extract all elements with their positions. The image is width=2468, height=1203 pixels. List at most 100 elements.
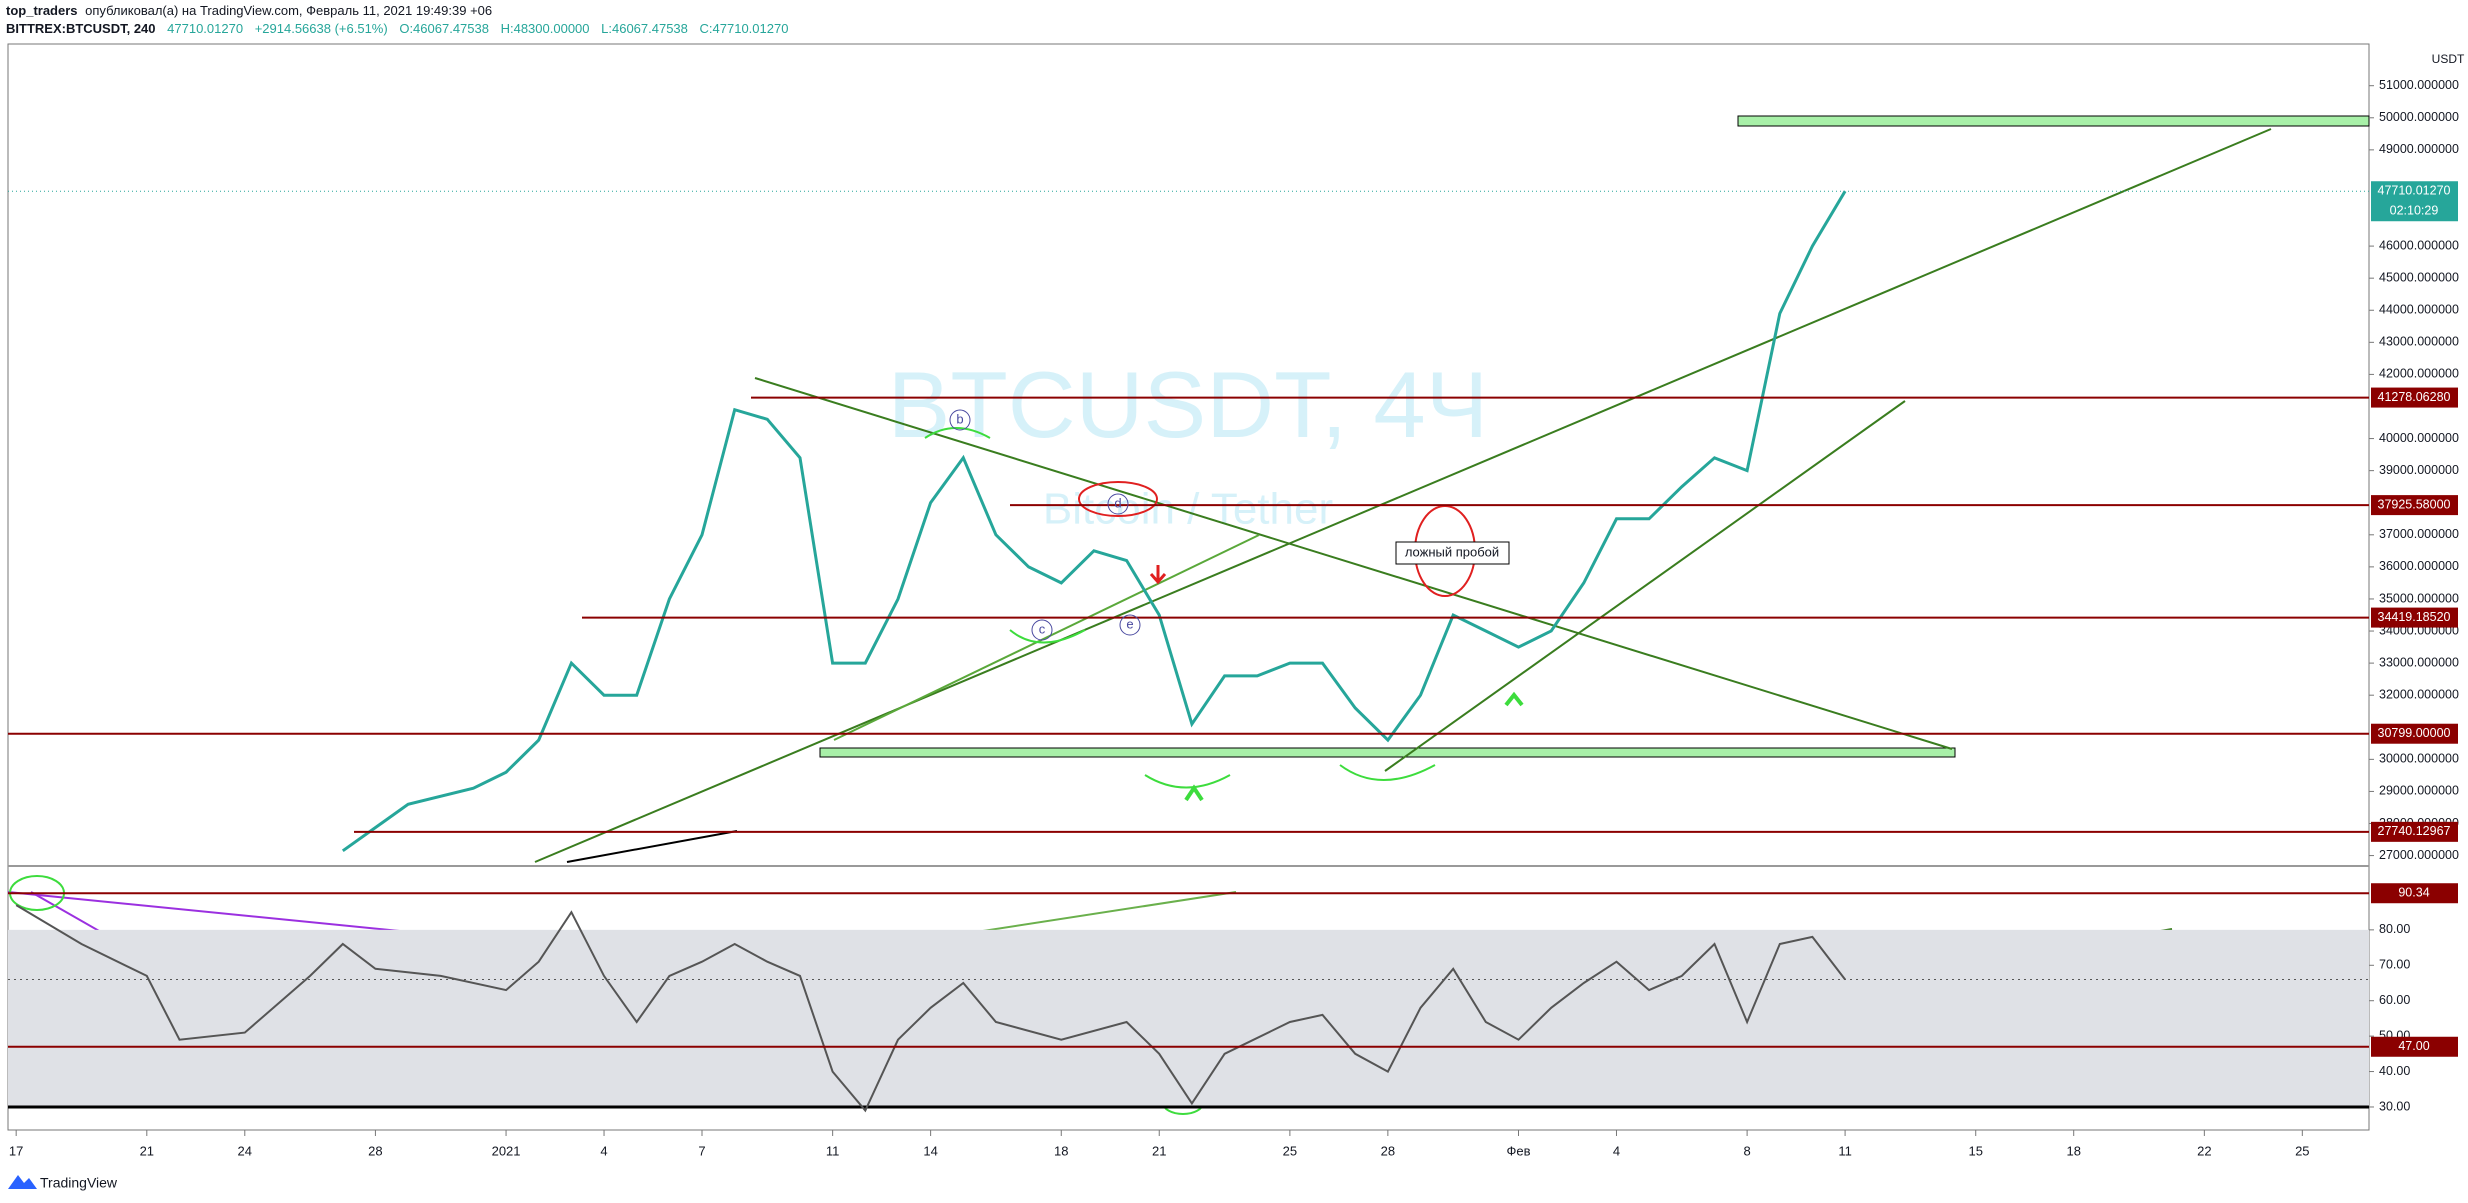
frame: [7, 43, 2370, 1131]
level-tag: [2371, 387, 2458, 408]
y-tick-label: 33000.000000: [2379, 655, 2459, 669]
marker-arc: [1009, 629, 1086, 644]
pane: [8, 904, 2369, 1113]
x-tick-label: 28: [1381, 1143, 1395, 1158]
x-tick-label: 2021: [492, 1143, 521, 1158]
wave-label: d: [1114, 495, 1121, 510]
x-tick-label: 22: [2197, 1143, 2211, 1158]
y-tick-label: 60.00: [2379, 993, 2410, 1007]
series-line: [15, 904, 1846, 1113]
x-tick-label: 7: [698, 1143, 705, 1158]
level-tag: [2371, 607, 2458, 628]
wave-label: c: [1039, 621, 1046, 636]
x-tick-label: 11: [826, 1143, 840, 1158]
x-tick-label: 21: [1152, 1143, 1166, 1158]
y-tick-label: 70.00: [2379, 958, 2410, 972]
annotation-box: [1395, 541, 1510, 565]
level-tag: [2371, 723, 2458, 744]
x-tick-label: 4: [1613, 1143, 1620, 1158]
level-tag-label: 34419.18520: [2378, 610, 2451, 624]
wave-circle: [1107, 493, 1129, 515]
author: top_traders: [6, 3, 78, 18]
level-tag: [2371, 495, 2458, 516]
y-tick-label: 45000.000000: [2379, 270, 2459, 284]
x-tick-label: 28: [368, 1143, 382, 1158]
level-tag: [2371, 883, 2458, 904]
y-tick-label: 36000.000000: [2379, 559, 2459, 573]
trend-line: [754, 377, 1953, 750]
x-tick-label: 14: [923, 1143, 937, 1158]
y-tick-label: 80.00: [2379, 922, 2410, 936]
y-tick-label: 37000.000000: [2379, 527, 2459, 541]
x-tick-label: 11: [1838, 1143, 1852, 1158]
y-tick-label: 51000.000000: [2379, 78, 2459, 92]
y-tick-label: 27000.000000: [2379, 848, 2459, 862]
y-tick-label: 35000.000000: [2379, 591, 2459, 605]
y-tick-label: 30.00: [2379, 1099, 2410, 1113]
x-tick-label: 15: [1968, 1143, 1982, 1158]
pane: [341, 190, 1847, 853]
x-tick-label: 18: [1054, 1143, 1068, 1158]
x-tick-label: 18: [2066, 1143, 2080, 1158]
y-tick-label: 39000.000000: [2379, 463, 2459, 477]
level-tag-label: 41278.06280: [2378, 390, 2451, 404]
last-price-tag: [2371, 181, 2458, 222]
legend-high: H:48300.00000: [501, 21, 590, 36]
level-tag: [2371, 1036, 2458, 1057]
marker-arc: [924, 427, 991, 439]
y-tick-label: 30000.000000: [2379, 752, 2459, 766]
level-tag-label: 27740.12967: [2378, 824, 2451, 838]
trend-line: [566, 830, 738, 863]
rsi-band: [8, 929, 2369, 1107]
header: top_traders опубликовал(а) на TradingVie…: [6, 3, 492, 18]
level-tag-label: 30799.00000: [2378, 726, 2451, 740]
zone: [819, 747, 1956, 758]
marker-circle: [1078, 481, 1158, 517]
marker-arrow: [1149, 565, 1167, 585]
y-tick-label: 50000.000000: [2379, 110, 2459, 124]
marker-caret: [1184, 784, 1204, 802]
legend-low: L:46067.47538: [601, 21, 688, 36]
wave-label: e: [1126, 616, 1133, 631]
watermark-title: BTCUSDT, 4Ч: [888, 352, 1489, 457]
legend: BITTREX:BTCUSDT, 240 47710.01270 +2914.5…: [6, 21, 788, 36]
y-tick-label: 42000.000000: [2379, 367, 2459, 381]
x-tick-label: 17: [9, 1143, 23, 1158]
series-line: [341, 190, 1847, 853]
x-tick-label: 8: [1743, 1143, 1750, 1158]
watermark-subtitle: Bitcoin / Tether: [1043, 485, 1333, 534]
y-tick-label: 40.00: [2379, 1064, 2410, 1078]
y-tick-label: 49000.000000: [2379, 142, 2459, 156]
legend-change: +2914.56638 (+6.51%): [255, 21, 388, 36]
y-tick-label: 43000.000000: [2379, 335, 2459, 349]
x-tick-label: 25: [1283, 1143, 1297, 1158]
wave-circle: [1031, 619, 1053, 641]
level-tag-label: 90.34: [2398, 886, 2429, 900]
x-tick-label: 25: [2295, 1143, 2309, 1158]
unit-label: USDT: [2432, 52, 2465, 66]
level-tag-label: 47.00: [2398, 1039, 2429, 1053]
legend-open: O:46067.47538: [399, 21, 489, 36]
y-tick-label: 29000.000000: [2379, 784, 2459, 798]
published: опубликовал(а) на TradingView.com, Февра…: [85, 3, 492, 18]
y-tick-label: 46000.000000: [2379, 238, 2459, 252]
x-tick-label: Фев: [1506, 1143, 1530, 1158]
y-tick-label: 40000.000000: [2379, 431, 2459, 445]
x-tick-label: 21: [140, 1143, 154, 1158]
marker-arc: [1339, 764, 1436, 781]
level-tag: [2371, 821, 2458, 842]
trend-line: [534, 128, 2272, 863]
legend-last: 47710.01270: [167, 21, 243, 36]
x-tick-label: 24: [238, 1143, 252, 1158]
wave-circle: [1119, 614, 1141, 636]
trend-line: [833, 534, 1260, 741]
annotation: ложный пробой: [1405, 544, 1499, 559]
wave-circle: [949, 409, 971, 431]
trend-line: [1384, 400, 1906, 772]
symbol: BITTREX:BTCUSDT, 240: [6, 21, 156, 36]
logo: [8, 1175, 37, 1189]
y-tick-label: 32000.000000: [2379, 687, 2459, 701]
countdown-label: 02:10:29: [2390, 204, 2439, 218]
